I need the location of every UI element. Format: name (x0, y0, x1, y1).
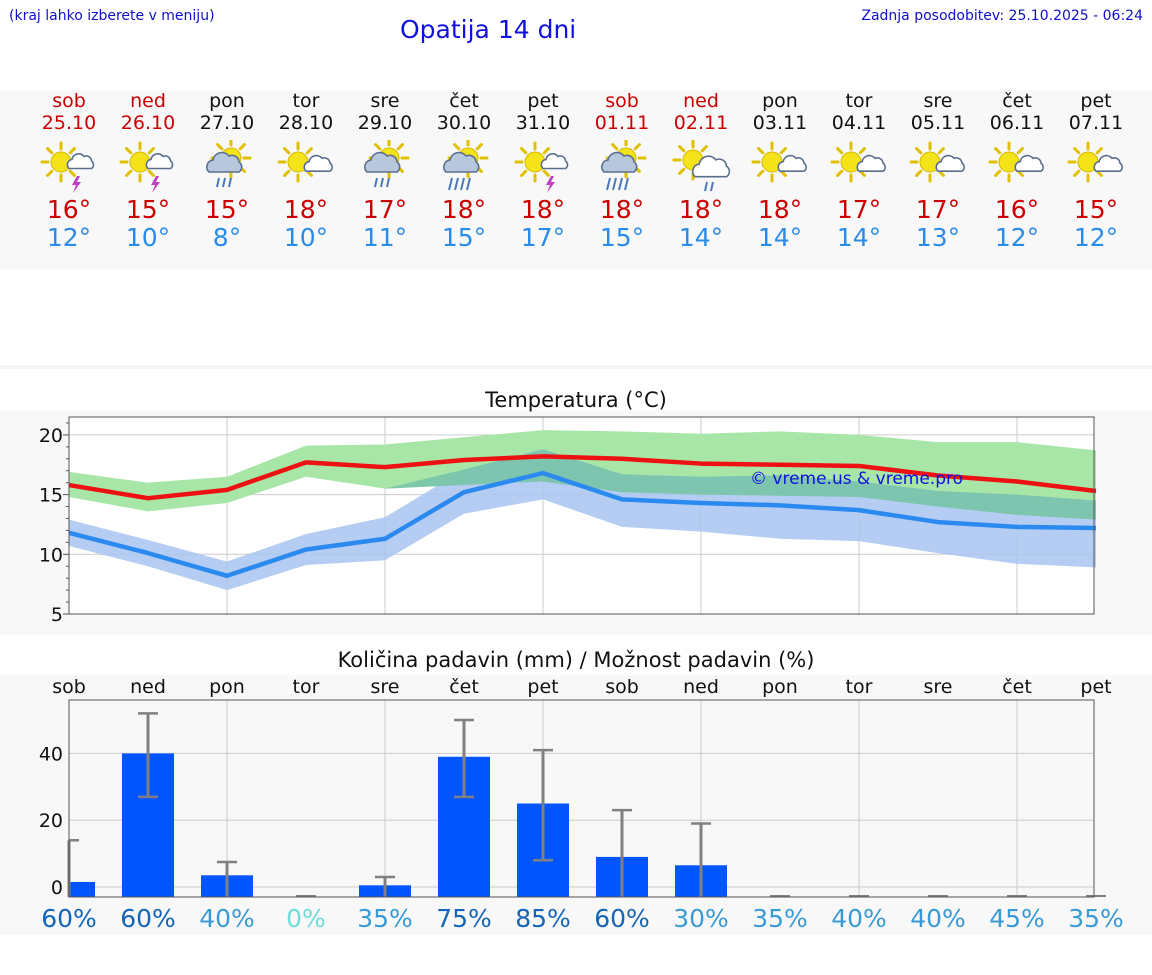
forecast-strip-background (0, 90, 1152, 270)
day-temp-min: 11° (362, 223, 408, 252)
day-temp-max: 18° (520, 195, 566, 224)
day-temp-max: 18° (283, 195, 329, 224)
sun-thunderstorm-icon (514, 141, 569, 193)
sun-rain-cloud-icon (206, 140, 252, 188)
separator (0, 365, 1152, 369)
day-date: 28.10 (278, 112, 334, 134)
sun-heavy-rain-icon (443, 140, 489, 191)
sun-small-cloud-icon (909, 141, 965, 183)
sun-heavy-rain-icon (601, 140, 647, 191)
sun-small-cloud-icon (277, 141, 333, 183)
day-temp-max: 15° (1073, 195, 1119, 224)
day-forecast-9: pon 03.11 18° 14° (740, 90, 820, 252)
day-forecast-3: tor 28.10 18° 10° (266, 90, 346, 252)
day-temp-max: 18° (678, 195, 724, 224)
temperature-panel-background (0, 410, 1152, 635)
day-temp-min: 12° (46, 223, 92, 252)
last-updated: Zadnja posodobitev: 25.10.2025 - 06:24 (861, 8, 1143, 24)
day-date: 02.11 (673, 112, 729, 134)
day-forecast-2: pon 27.10 15° 8° (187, 90, 267, 252)
day-temp-max: 18° (757, 195, 803, 224)
day-temp-max: 15° (125, 195, 171, 224)
day-forecast-4: sre 29.10 17° 11° (345, 90, 425, 252)
day-temp-min: 12° (994, 223, 1040, 252)
sun-small-cloud-icon (988, 141, 1044, 183)
day-forecast-1: ned 26.10 15° 10° (108, 90, 188, 252)
day-date: 05.11 (910, 112, 966, 134)
day-name: pon (209, 90, 245, 112)
day-forecast-0: sob 25.10 16° 12° (29, 90, 109, 252)
sun-light-rain-icon (672, 140, 731, 192)
day-date: 25.10 (41, 112, 97, 134)
day-date: 31.10 (515, 112, 571, 134)
day-date: 30.10 (436, 112, 492, 134)
day-date: 29.10 (357, 112, 413, 134)
day-name: čet (1002, 90, 1032, 112)
day-name: sob (605, 90, 639, 112)
day-temp-min: 10° (125, 223, 171, 252)
day-name: sre (370, 90, 400, 112)
day-name: pon (762, 90, 798, 112)
sun-small-cloud-icon (830, 141, 886, 183)
day-temp-max: 18° (599, 195, 645, 224)
day-name: ned (130, 90, 166, 112)
sun-thunderstorm-icon (119, 141, 174, 193)
day-date: 01.11 (594, 112, 650, 134)
day-temp-min: 14° (836, 223, 882, 252)
day-temp-max: 17° (836, 195, 882, 224)
day-forecast-6: pet 31.10 18° 17° (503, 90, 583, 252)
day-date: 03.11 (752, 112, 808, 134)
sun-rain-cloud-icon (364, 140, 410, 188)
day-name: pet (1080, 90, 1112, 112)
day-forecast-7: sob 01.11 18° 15° (582, 90, 662, 252)
day-name: ned (683, 90, 719, 112)
location-hint: (kraj lahko izberete v meniju) (9, 8, 215, 24)
sun-thunderstorm-icon (40, 141, 95, 193)
day-temp-min: 14° (678, 223, 724, 252)
day-date: 27.10 (199, 112, 255, 134)
day-temp-min: 12° (1073, 223, 1119, 252)
day-temp-max: 15° (204, 195, 250, 224)
day-name: tor (292, 90, 320, 112)
sun-small-cloud-icon (1067, 141, 1123, 183)
day-forecast-12: čet 06.11 16° 12° (977, 90, 1057, 252)
day-temp-min: 13° (915, 223, 961, 252)
page-title: Opatija 14 dni (400, 15, 577, 44)
day-temp-max: 18° (441, 195, 487, 224)
day-temp-min: 15° (599, 223, 645, 252)
day-temp-max: 16° (994, 195, 1040, 224)
day-name: sre (923, 90, 953, 112)
day-forecast-5: čet 30.10 18° 15° (424, 90, 504, 252)
day-temp-min: 10° (283, 223, 329, 252)
day-date: 06.11 (989, 112, 1045, 134)
sun-small-cloud-icon (751, 141, 807, 183)
day-temp-min: 8° (212, 223, 242, 252)
day-date: 26.10 (120, 112, 176, 134)
day-date: 04.11 (831, 112, 887, 134)
day-temp-min: 15° (441, 223, 487, 252)
day-temp-max: 16° (46, 195, 92, 224)
day-name: sob (52, 90, 86, 112)
day-date: 07.11 (1068, 112, 1124, 134)
day-name: tor (845, 90, 873, 112)
day-forecast-10: tor 04.11 17° 14° (819, 90, 899, 252)
day-name: čet (449, 90, 479, 112)
precipitation-panel-background (0, 675, 1152, 935)
daily-forecast: sob 25.10 16° 12° ned 26.10 15° 10° pon 27.10 15° 8… (0, 90, 1152, 270)
temperature-chart-title: Temperatura (°C) (485, 388, 667, 412)
day-temp-min: 14° (757, 223, 803, 252)
day-temp-min: 17° (520, 223, 566, 252)
day-temp-max: 17° (915, 195, 961, 224)
day-forecast-13: pet 07.11 15° 12° (1056, 90, 1136, 252)
day-forecast-8: ned 02.11 18° 14° (661, 90, 741, 252)
day-name: pet (527, 90, 559, 112)
precipitation-chart-title: Količina padavin (mm) / Možnost padavin … (337, 648, 815, 672)
day-forecast-11: sre 05.11 17° 13° (898, 90, 978, 252)
day-temp-max: 17° (362, 195, 408, 224)
